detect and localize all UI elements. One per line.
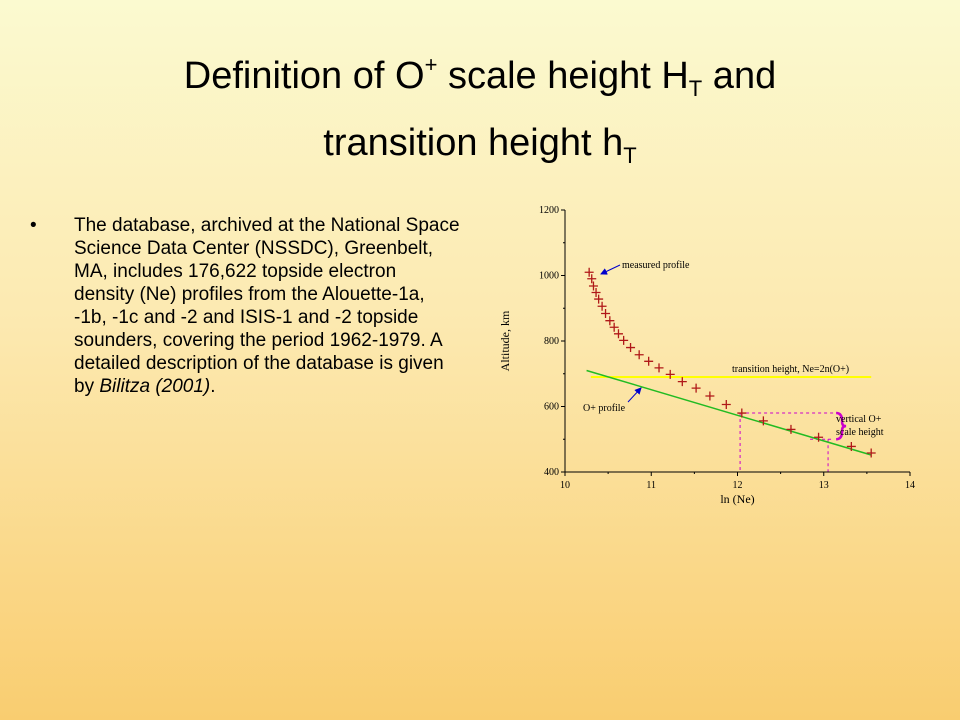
y-tick-label: 800 [544,336,559,347]
measured-point [705,391,715,401]
measured-point [866,448,876,458]
x-tick-label: 14 [905,480,915,491]
scale-height-brace [836,411,847,441]
y-tick-label: 1000 [539,271,559,282]
transition-height-label: transition height, Ne=2n(O+) [732,364,849,375]
x-axis-label: ln (Ne) [720,492,754,506]
bullet-end: . [210,376,216,397]
measured-point [758,416,768,426]
y-tick-label: 400 [544,467,559,478]
guide-lines [590,376,872,472]
measured-point [619,335,629,345]
o-plus-profile-line [586,369,872,456]
measured-point [591,288,601,298]
title-text: transition height h [323,122,624,164]
measured-point [665,369,675,379]
measured-point [786,424,796,434]
scale-height-label-line1: vertical O+ [836,414,882,425]
measured-point [626,343,636,353]
annotations: measured profile transition height, Ne=2n… [583,260,884,441]
y-tick-label: 1200 [539,205,559,216]
measured-point [737,408,747,418]
y-tick-label: 600 [544,402,559,413]
title-subscript: T [688,76,703,101]
measured-point [654,363,664,373]
measured-point [721,400,731,410]
x-tick-label: 10 [560,480,570,491]
y-axis-label: Altitude, km [498,310,512,371]
measured-point [634,350,644,360]
data-series [584,267,876,458]
measured-profile-label: measured profile [622,260,690,271]
measured-point [613,329,623,339]
bullet-paragraph: The database, archived at the National S… [74,214,460,398]
bullet-marker: • [30,215,37,236]
measured-point [691,383,701,393]
measured-point [587,274,597,284]
measured-point [846,441,856,451]
measured-point [584,267,594,277]
measured-point [677,377,687,387]
title-text: scale height H [437,55,689,97]
x-tick-label: 13 [819,480,829,491]
title-text: Definition of O [183,55,425,97]
measured-profile-arrow [600,264,621,275]
o-plus-profile-arrow [627,387,642,403]
measured-point [594,294,604,304]
scale-height-label-line2: scale height [836,427,884,438]
slide-title-line-2: transition height hT [0,121,960,168]
measured-point [644,356,654,366]
measured-point [601,308,611,318]
slide-title-line-1: Definition of O+ scale height HT and [0,52,960,101]
o-plus-profile-label: O+ profile [583,403,626,414]
title-superscript: + [424,52,438,77]
x-tick-label: 12 [733,480,743,491]
bullet-body: The database, archived at the National S… [74,215,460,397]
measured-point [597,301,607,311]
x-tick-label: 11 [646,480,656,491]
bullet-citation: Bilitza (2001) [99,376,211,397]
measured-point [814,432,824,442]
title-text: and [702,55,777,97]
title-subscript: T [623,143,637,168]
altitude-profile-chart: 10 11 12 13 14 400 600 800 1000 1200 ln (Ne) Altitu… [498,205,915,506]
measured-point [605,316,615,326]
bullet-item: • The database, archived at the National… [30,214,460,398]
measured-point [588,281,598,291]
measured-point [609,322,619,332]
axes: 10 11 12 13 14 400 600 800 1000 1200 ln (Ne) Altitu… [498,205,915,506]
